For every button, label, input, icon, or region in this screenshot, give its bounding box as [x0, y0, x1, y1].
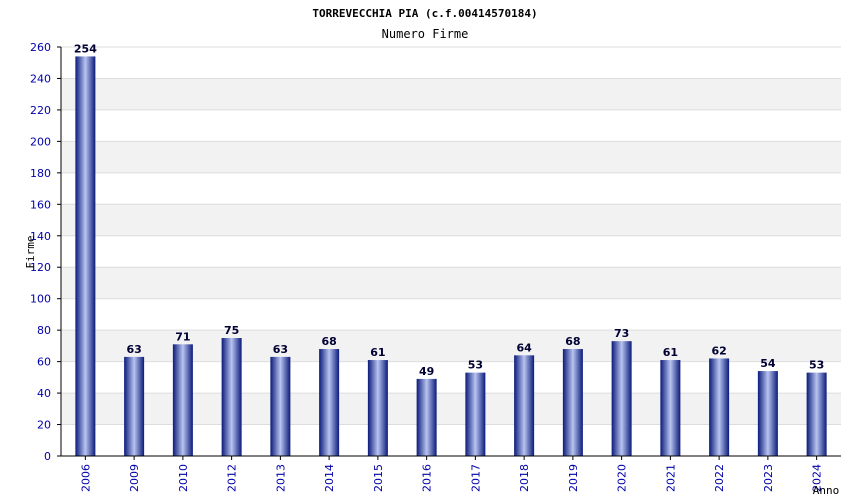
bar-2021: [660, 360, 681, 456]
grid-band: [61, 204, 841, 236]
x-tick-label-2022: 2022: [713, 464, 726, 492]
y-tick-label: 180: [30, 167, 51, 180]
grid-band: [61, 141, 841, 173]
bar-2016: [416, 378, 437, 456]
bars: 254 63 71 75 63 68 61 49 53 64 68 73 61 62 54 53: [74, 42, 827, 456]
x-tick-label-2012: 2012: [226, 464, 239, 492]
x-tick-label-2020: 2020: [616, 464, 629, 492]
value-label-2006: 254: [74, 42, 97, 55]
x-tick-label-2010: 2010: [177, 464, 190, 492]
bar-2006: [75, 56, 96, 456]
bar-2012: [221, 338, 242, 456]
value-label-2010: 71: [175, 330, 190, 343]
value-label-2019: 68: [565, 335, 580, 348]
value-label-2009: 63: [126, 343, 141, 356]
x-tick-label-2013: 2013: [274, 464, 287, 492]
y-tick-label: 60: [37, 356, 51, 369]
y-axis: 0 20 40 60 80 100 120 140 160 180 200 220 240 260: [30, 41, 62, 463]
y-tick-label: 220: [30, 104, 51, 117]
y-axis-label: Firme: [24, 235, 37, 268]
value-label-2014: 68: [321, 335, 336, 348]
value-label-2013: 63: [273, 343, 288, 356]
bar-2023: [757, 371, 778, 456]
x-tick-label-2015: 2015: [372, 464, 385, 492]
bar-2015: [367, 360, 388, 456]
value-label-2012: 75: [224, 324, 239, 337]
bar-2022: [709, 358, 730, 456]
bar-2024: [806, 372, 827, 456]
grid-band: [61, 267, 841, 299]
y-tick-label: 200: [30, 135, 51, 148]
value-label-2020: 73: [614, 327, 629, 340]
bar-2014: [319, 349, 340, 456]
chart-title: TORREVECCHIA PIA (c.f.00414570184): [312, 7, 537, 20]
bar-2019: [562, 349, 583, 456]
bar-2009: [124, 356, 145, 456]
value-label-2016: 49: [419, 365, 434, 378]
bar-2020: [611, 341, 632, 456]
bar-2013: [270, 356, 291, 456]
y-tick-label: 80: [37, 324, 51, 337]
x-tick-label-2014: 2014: [323, 464, 336, 492]
x-tick-label-2024: 2024: [811, 464, 824, 492]
y-tick-label: 0: [44, 450, 51, 463]
y-tick-label: 20: [37, 419, 51, 432]
x-tick-label-2018: 2018: [518, 464, 531, 492]
chart-subtitle: Numero Firme: [382, 27, 469, 41]
value-label-2015: 61: [370, 346, 385, 359]
y-tick-label: 140: [30, 230, 51, 243]
value-label-2021: 61: [663, 346, 678, 359]
bar-2018: [514, 355, 535, 456]
x-tick-label-2009: 2009: [128, 464, 141, 492]
x-tick-label-2021: 2021: [664, 464, 677, 492]
x-axis: 2006 2009 2010 2012 2013 2014 2015 2016 2017 2018…: [61, 455, 841, 492]
value-label-2024: 53: [809, 359, 824, 372]
y-tick-label: 240: [30, 72, 51, 85]
x-tick-label-2017: 2017: [469, 464, 482, 492]
x-tick-label-2016: 2016: [421, 464, 434, 492]
x-axis-label: Anno: [813, 484, 840, 497]
value-label-2018: 64: [516, 341, 532, 354]
value-label-2017: 53: [468, 359, 483, 372]
grid-band: [61, 78, 841, 110]
value-label-2022: 62: [711, 344, 726, 357]
x-tick-label-2006: 2006: [79, 464, 92, 492]
y-tick-label: 100: [30, 293, 51, 306]
y-tick-label: 260: [30, 41, 51, 54]
value-label-2023: 54: [760, 357, 776, 370]
x-tick-label-2019: 2019: [567, 464, 580, 492]
y-tick-label: 160: [30, 198, 51, 211]
y-tick-label: 120: [30, 261, 51, 274]
bar-2017: [465, 372, 486, 456]
y-tick-label: 40: [37, 387, 51, 400]
bar-2010: [172, 344, 193, 456]
x-tick-label-2023: 2023: [762, 464, 775, 492]
